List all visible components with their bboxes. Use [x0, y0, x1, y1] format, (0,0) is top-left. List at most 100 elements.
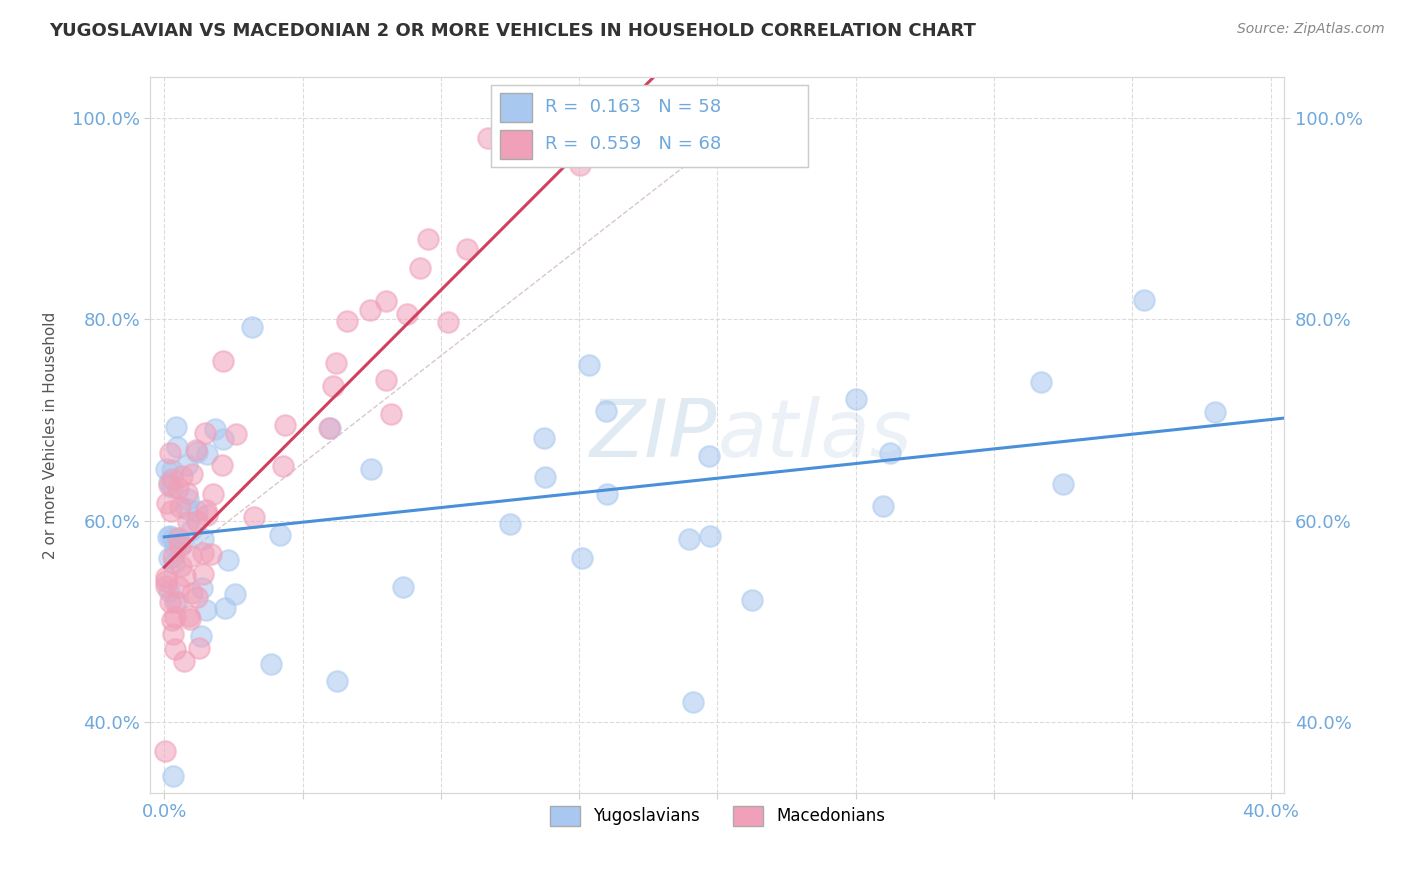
Point	[181, 467, 204, 481]
Point	[211, 432, 233, 446]
Point	[1204, 405, 1226, 419]
Point	[533, 431, 555, 445]
Point	[319, 421, 342, 435]
Point	[170, 559, 193, 574]
Text: atlas: atlas	[717, 396, 912, 474]
Point	[380, 407, 402, 421]
Point	[395, 307, 418, 321]
Text: YUGOSLAVIAN VS MACEDONIAN 2 OR MORE VEHICLES IN HOUSEHOLD CORRELATION CHART: YUGOSLAVIAN VS MACEDONIAN 2 OR MORE VEHI…	[49, 22, 976, 40]
Point	[191, 532, 214, 546]
Point	[165, 539, 187, 553]
Point	[160, 480, 183, 494]
Point	[200, 547, 222, 561]
Point	[1029, 375, 1052, 389]
Point	[359, 302, 381, 317]
Point	[1133, 293, 1156, 307]
Point	[162, 550, 184, 565]
Point	[741, 593, 763, 607]
Point	[177, 609, 200, 624]
Point	[166, 595, 188, 609]
Point	[169, 500, 191, 514]
Point	[259, 657, 281, 672]
Point	[240, 319, 263, 334]
Point	[174, 569, 197, 583]
Point	[156, 530, 179, 544]
Point	[697, 449, 720, 463]
Point	[274, 417, 297, 432]
Point	[194, 603, 217, 617]
Point	[170, 536, 193, 550]
Point	[159, 504, 181, 518]
Point	[568, 158, 591, 172]
Point	[195, 447, 218, 461]
Point	[153, 744, 176, 758]
Point	[571, 551, 593, 566]
Point	[186, 444, 208, 458]
Point	[211, 458, 233, 472]
Point	[1052, 477, 1074, 491]
Point	[336, 314, 359, 328]
Point	[162, 531, 184, 545]
Point	[477, 131, 499, 145]
Point	[159, 528, 181, 542]
Point	[169, 580, 191, 594]
Point	[170, 468, 193, 483]
Text: Source: ZipAtlas.com: Source: ZipAtlas.com	[1237, 22, 1385, 37]
Point	[179, 612, 201, 626]
Point	[672, 131, 695, 145]
Point	[879, 446, 901, 460]
Point	[273, 459, 295, 474]
Point	[155, 462, 177, 476]
Point	[682, 695, 704, 709]
Point	[375, 373, 398, 387]
Point	[157, 550, 180, 565]
Point	[699, 528, 721, 542]
Point	[155, 579, 177, 593]
Point	[578, 358, 600, 372]
Point	[456, 242, 478, 256]
Point	[201, 487, 224, 501]
Text: ZIP: ZIP	[591, 396, 717, 474]
Point	[409, 260, 432, 275]
Point	[156, 496, 179, 510]
Point	[416, 232, 439, 246]
Point	[165, 420, 187, 434]
Legend: Yugoslavians, Macedonians: Yugoslavians, Macedonians	[541, 797, 894, 834]
Point	[214, 601, 236, 615]
Point	[360, 462, 382, 476]
Point	[225, 426, 247, 441]
Point	[191, 582, 214, 596]
Point	[162, 626, 184, 640]
Point	[191, 567, 214, 582]
Point	[176, 502, 198, 516]
Point	[194, 426, 217, 441]
Point	[177, 516, 200, 530]
Point	[194, 502, 217, 516]
Point	[190, 629, 212, 643]
Point	[163, 557, 186, 571]
Point	[155, 574, 177, 588]
Point	[595, 131, 617, 145]
Point	[176, 485, 198, 500]
Point	[678, 533, 700, 547]
Point	[533, 470, 555, 484]
Point	[318, 421, 340, 435]
Point	[204, 422, 226, 436]
Point	[173, 654, 195, 668]
Point	[212, 354, 235, 368]
Point	[163, 595, 186, 609]
Point	[163, 642, 186, 657]
Point	[160, 613, 183, 627]
Point	[188, 641, 211, 656]
Point	[166, 482, 188, 496]
Point	[155, 569, 177, 583]
Point	[499, 516, 522, 531]
Point	[595, 404, 617, 418]
Point	[169, 539, 191, 553]
Point	[437, 315, 460, 329]
Point	[326, 673, 349, 688]
Point	[177, 491, 200, 506]
Point	[533, 140, 555, 154]
Point	[186, 591, 208, 605]
Point	[157, 478, 180, 492]
